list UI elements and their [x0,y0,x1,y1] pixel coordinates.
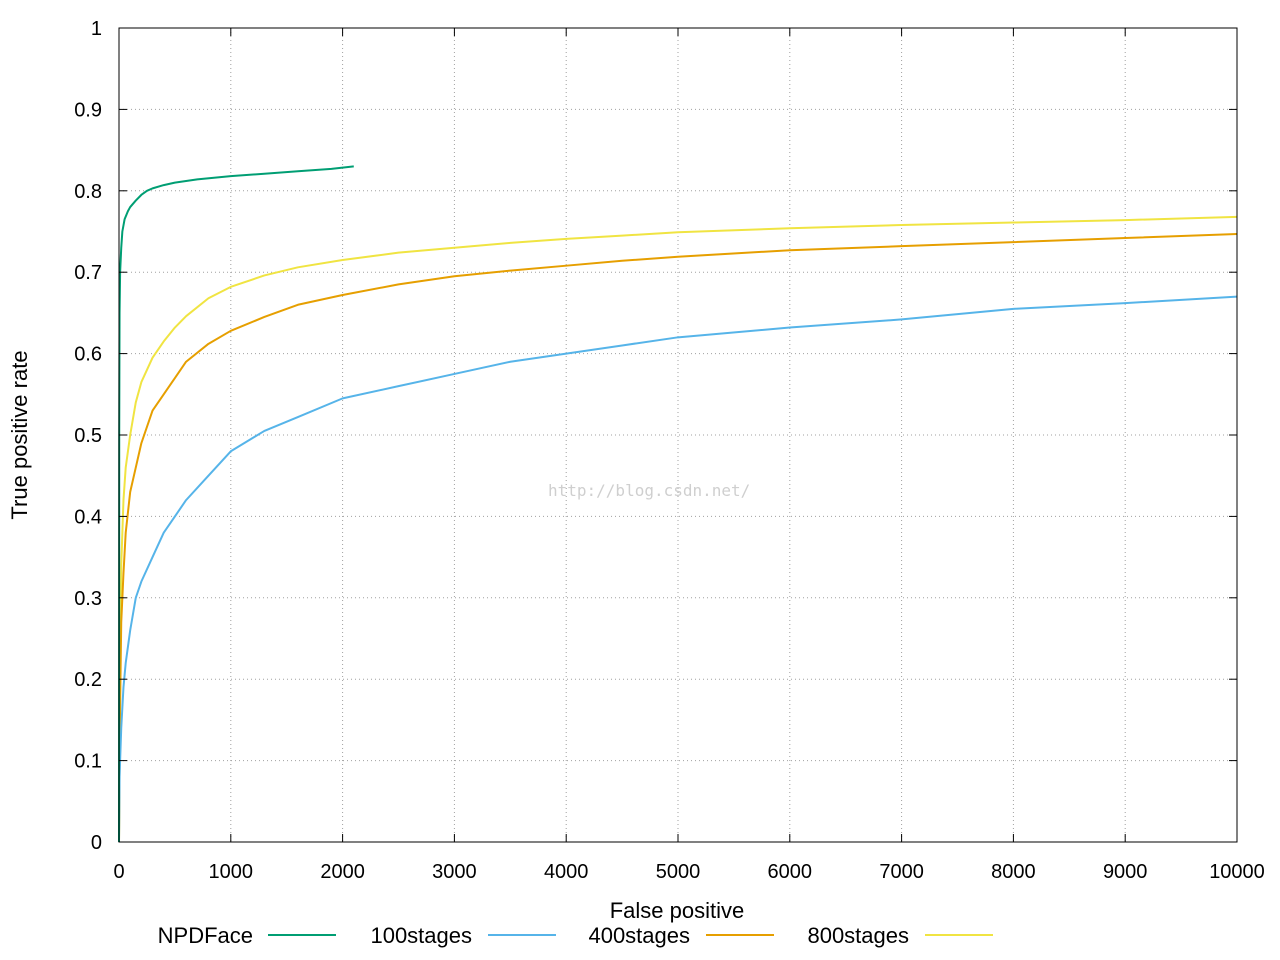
x-axis-label: False positive [610,898,745,923]
legend: NPDFace 100stages 400stages 800stages [158,923,993,948]
y-tick-label: 0.8 [74,181,102,203]
y-tick-label: 0.4 [74,506,102,528]
y-tick-label: 0.6 [74,344,102,366]
grid-lines [119,28,1237,842]
y-tick-label: 1 [91,18,102,40]
legend-label-800stages: 800stages [807,923,909,948]
series-line-800stages [118,215,1238,843]
x-tick-label: 9000 [1103,861,1148,883]
x-tick-label: 10000 [1209,861,1265,883]
legend-label-400stages: 400stages [588,923,690,948]
y-tick-label: 0.9 [74,99,102,121]
series-layer [118,165,1238,843]
y-tick-label: 0.1 [74,751,102,773]
x-tick-label: 1000 [209,861,254,883]
y-tick-label: 0 [91,832,102,854]
y-tick-label: 0.7 [74,262,102,284]
x-tick-label: 8000 [991,861,1036,883]
y-tick-label: 0.5 [74,425,102,447]
x-tick-label: 3000 [432,861,477,883]
y-tick-label: 0.2 [74,669,102,691]
y-tick-label: 0.3 [74,588,102,610]
x-tick-label: 2000 [320,861,365,883]
watermark-text: http://blog.csdn.net/ [548,481,750,500]
series-line-npdface [118,165,354,843]
legend-label-100stages: 100stages [370,923,472,948]
axis-ticks: 0 1000 2000 3000 4000 5000 6000 7000 8000 9000 100… [74,18,1265,883]
x-tick-label: 7000 [879,861,924,883]
plot-frame [118,27,1238,843]
y-axis-label: True positive rate [7,350,32,519]
series-line-400stages [118,232,1238,843]
x-tick-label: 6000 [768,861,813,883]
series-line-100stages [118,295,1238,843]
legend-label-npdface: NPDFace [158,923,253,948]
x-tick-label: 5000 [656,861,701,883]
x-tick-label: 0 [113,861,124,883]
x-tick-label: 4000 [544,861,589,883]
